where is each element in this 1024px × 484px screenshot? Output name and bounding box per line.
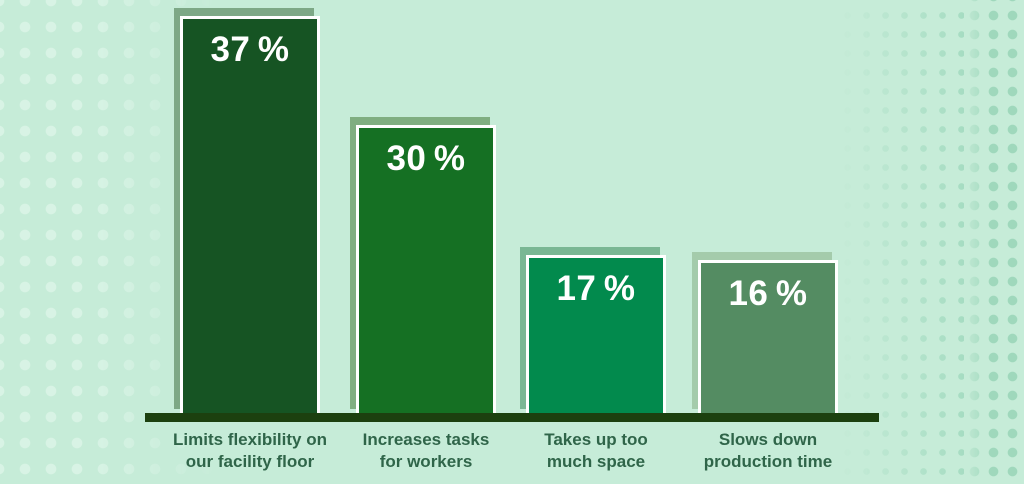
bar-value-label: 16 % [728,274,808,313]
dot-pattern-right-edge [962,0,1024,484]
bar-group-slows-production: 16 % [692,252,838,417]
bar-increases-tasks: 30 % [356,125,496,417]
bar-slows-production: 16 % [698,260,838,417]
x-axis-line [145,413,879,422]
bar-takes-up-space: 17 % [526,255,666,417]
category-label-slows-production: Slows down production time [703,430,833,471]
category-label-limits-flexibility: Limits flexibility on our facility floor [173,430,327,471]
dot-pattern-right [834,0,964,484]
bar-limits-flexibility: 37 % [180,16,320,417]
bar-value-label: 30 % [386,139,466,178]
bar-group-increases-tasks: 30 % [350,117,496,417]
bar-value-label: 17 % [556,269,636,308]
bar-group-takes-up-space: 17 % [520,247,666,417]
bar-value-label: 37 % [210,30,290,69]
bar-group-limits-flexibility: 37 % [174,8,320,417]
category-label-takes-up-space: Takes up too much space [544,430,648,471]
category-label-increases-tasks: Increases tasks for workers [362,430,490,471]
